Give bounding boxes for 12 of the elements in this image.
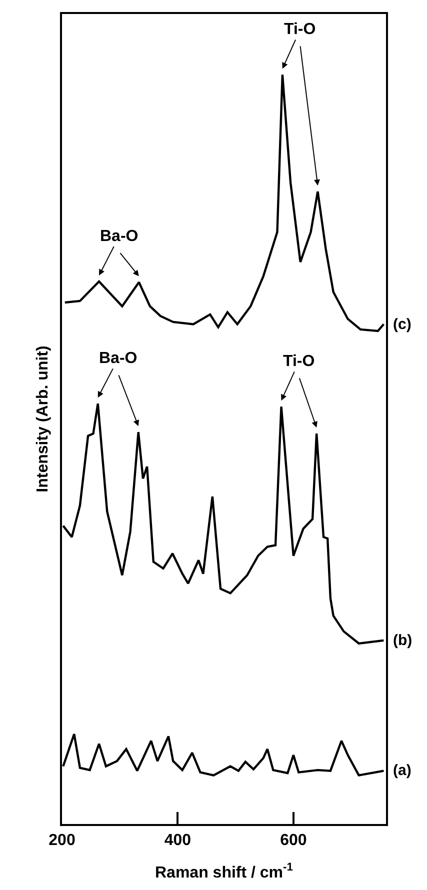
- series-label: (b): [393, 632, 412, 649]
- annotation: Ba-O: [99, 350, 138, 367]
- series-label: (a): [393, 762, 412, 779]
- y-axis-title: Intensity (Arb. unit): [34, 346, 52, 492]
- x-tick-label: 400: [164, 832, 192, 850]
- annotation: Ba-O: [100, 228, 138, 245]
- annotation: Ti-O: [283, 353, 315, 370]
- x-axis-title: Raman shift / cm$^{-1}$: [155, 862, 293, 882]
- annotation: Ti-O: [284, 21, 316, 38]
- x-tick-label: 200: [48, 832, 76, 850]
- series-label: (c): [393, 316, 412, 333]
- x-tick-label: 600: [280, 832, 307, 850]
